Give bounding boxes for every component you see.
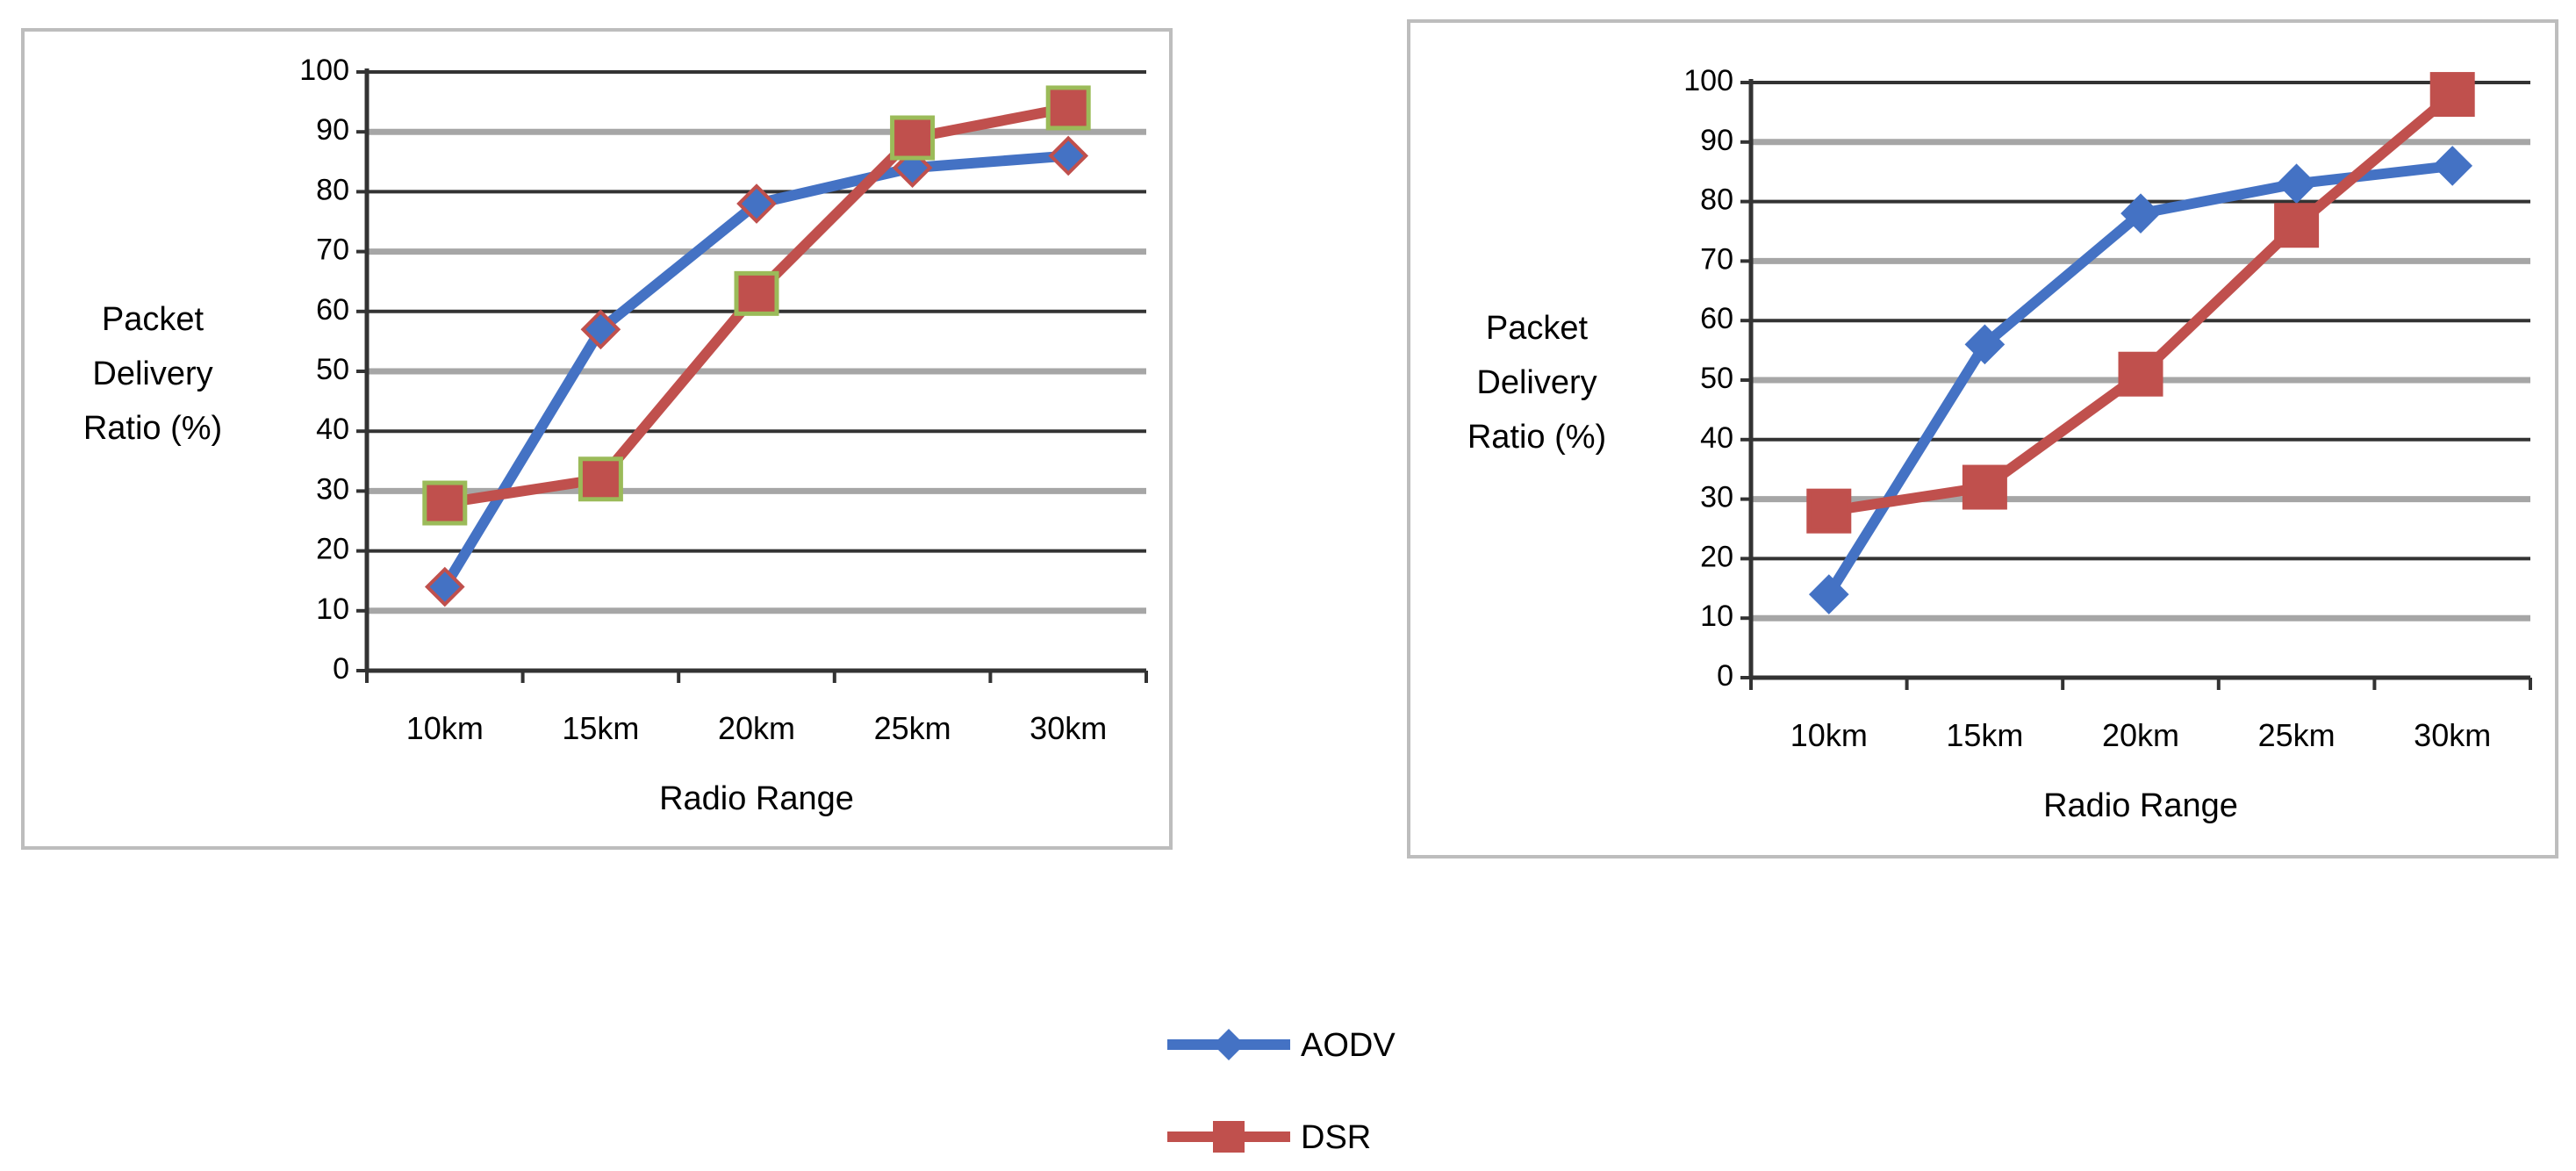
data-point-dsr [2429, 72, 2475, 118]
y-axis-title-line: Delivery [92, 356, 212, 392]
y-tick-label: 30 [316, 472, 349, 506]
chart-right: 0 10 20 30 40 50 60 70 80 90 100 10km 15km 20km 25km 30… [1467, 64, 2532, 824]
y-tick-label: 90 [1700, 124, 1733, 157]
y-tick-label: 100 [299, 54, 349, 87]
data-point-aodv [1048, 135, 1089, 176]
y-tick-label: 20 [1700, 540, 1733, 573]
legend-label-dsr: DSR [1301, 1119, 1372, 1156]
y-tick-label: 20 [316, 533, 349, 566]
x-tick-label: 10km [1790, 717, 1868, 753]
y-axis-title-line: Packet [1486, 310, 1589, 347]
y-tick-label: 40 [1700, 421, 1733, 455]
y-axis-title-line: Ratio (%) [1467, 419, 1606, 456]
legend: AODV DSR [1159, 1018, 1527, 1167]
data-point-dsr [2274, 203, 2320, 248]
x-tick-label: 30km [1030, 710, 1107, 746]
y-tick-label: 80 [316, 173, 349, 206]
data-point-aodv [424, 566, 465, 607]
data-point-dsr [422, 480, 468, 526]
chart-panel-left: 0 10 20 30 40 50 60 70 80 90 100 10km 15km 20km 25km 30… [21, 28, 1173, 850]
data-point-aodv [2432, 146, 2473, 186]
x-tick-label: 15km [562, 710, 639, 746]
x-tick-label: 25km [874, 710, 951, 746]
y-axis-title-line: Delivery [1476, 364, 1597, 401]
y-axis-title-line: Ratio (%) [83, 410, 222, 447]
legend-label-aodv: AODV [1301, 1027, 1396, 1064]
y-tick-label: 40 [316, 413, 349, 446]
x-tick-label: 25km [2258, 717, 2336, 753]
y-tick-label: 0 [1717, 659, 1733, 693]
y-tick-label: 10 [1700, 600, 1733, 633]
y-tick-label: 80 [1700, 183, 1733, 217]
data-point-dsr [1806, 488, 1852, 534]
data-point-aodv [1808, 574, 1849, 614]
legend-swatch-aodv [1167, 1029, 1290, 1060]
x-axis-title: Radio Range [659, 780, 854, 817]
chart-left: 0 10 20 30 40 50 60 70 80 90 100 10km 15km 20km 25km 30… [83, 54, 1148, 817]
data-point-aodv [736, 183, 777, 224]
y-tick-label: 70 [1700, 242, 1733, 276]
y-tick-label: 60 [1700, 302, 1733, 335]
y-tick-label: 70 [316, 233, 349, 267]
x-tick-label: 15km [1946, 717, 2023, 753]
legend-item-dsr: DSR [1159, 1110, 1527, 1163]
legend-item-aodv: AODV [1159, 1018, 1527, 1071]
data-point-aodv [1964, 324, 2006, 365]
data-point-dsr [734, 270, 779, 316]
data-point-dsr [1045, 85, 1091, 131]
x-tick-label: 30km [2414, 717, 2491, 753]
data-point-aodv [2120, 193, 2161, 233]
y-tick-label: 30 [1700, 481, 1733, 514]
legend-swatch-dsr [1167, 1121, 1290, 1153]
y-axis-title-line: Packet [102, 301, 205, 338]
y-tick-label: 10 [316, 593, 349, 626]
y-tick-label: 90 [316, 113, 349, 147]
data-point-aodv [2276, 163, 2317, 205]
data-point-dsr [890, 115, 936, 161]
y-tick-label: 50 [1700, 362, 1733, 395]
data-point-dsr [1962, 464, 2007, 510]
x-tick-label: 20km [718, 710, 795, 746]
data-point-dsr [578, 456, 623, 502]
x-axis-title: Radio Range [2043, 787, 2238, 824]
data-point-dsr [2118, 351, 2163, 397]
chart-panel-right: 0 10 20 30 40 50 60 70 80 90 100 10km 15km 20km 25km 30… [1407, 19, 2558, 858]
y-tick-label: 0 [333, 652, 349, 686]
y-tick-label: 100 [1683, 64, 1733, 97]
data-point-aodv [580, 309, 621, 350]
x-tick-label: 20km [2102, 717, 2179, 753]
y-tick-label: 50 [316, 353, 349, 386]
y-tick-label: 60 [316, 293, 349, 327]
x-tick-label: 10km [406, 710, 484, 746]
